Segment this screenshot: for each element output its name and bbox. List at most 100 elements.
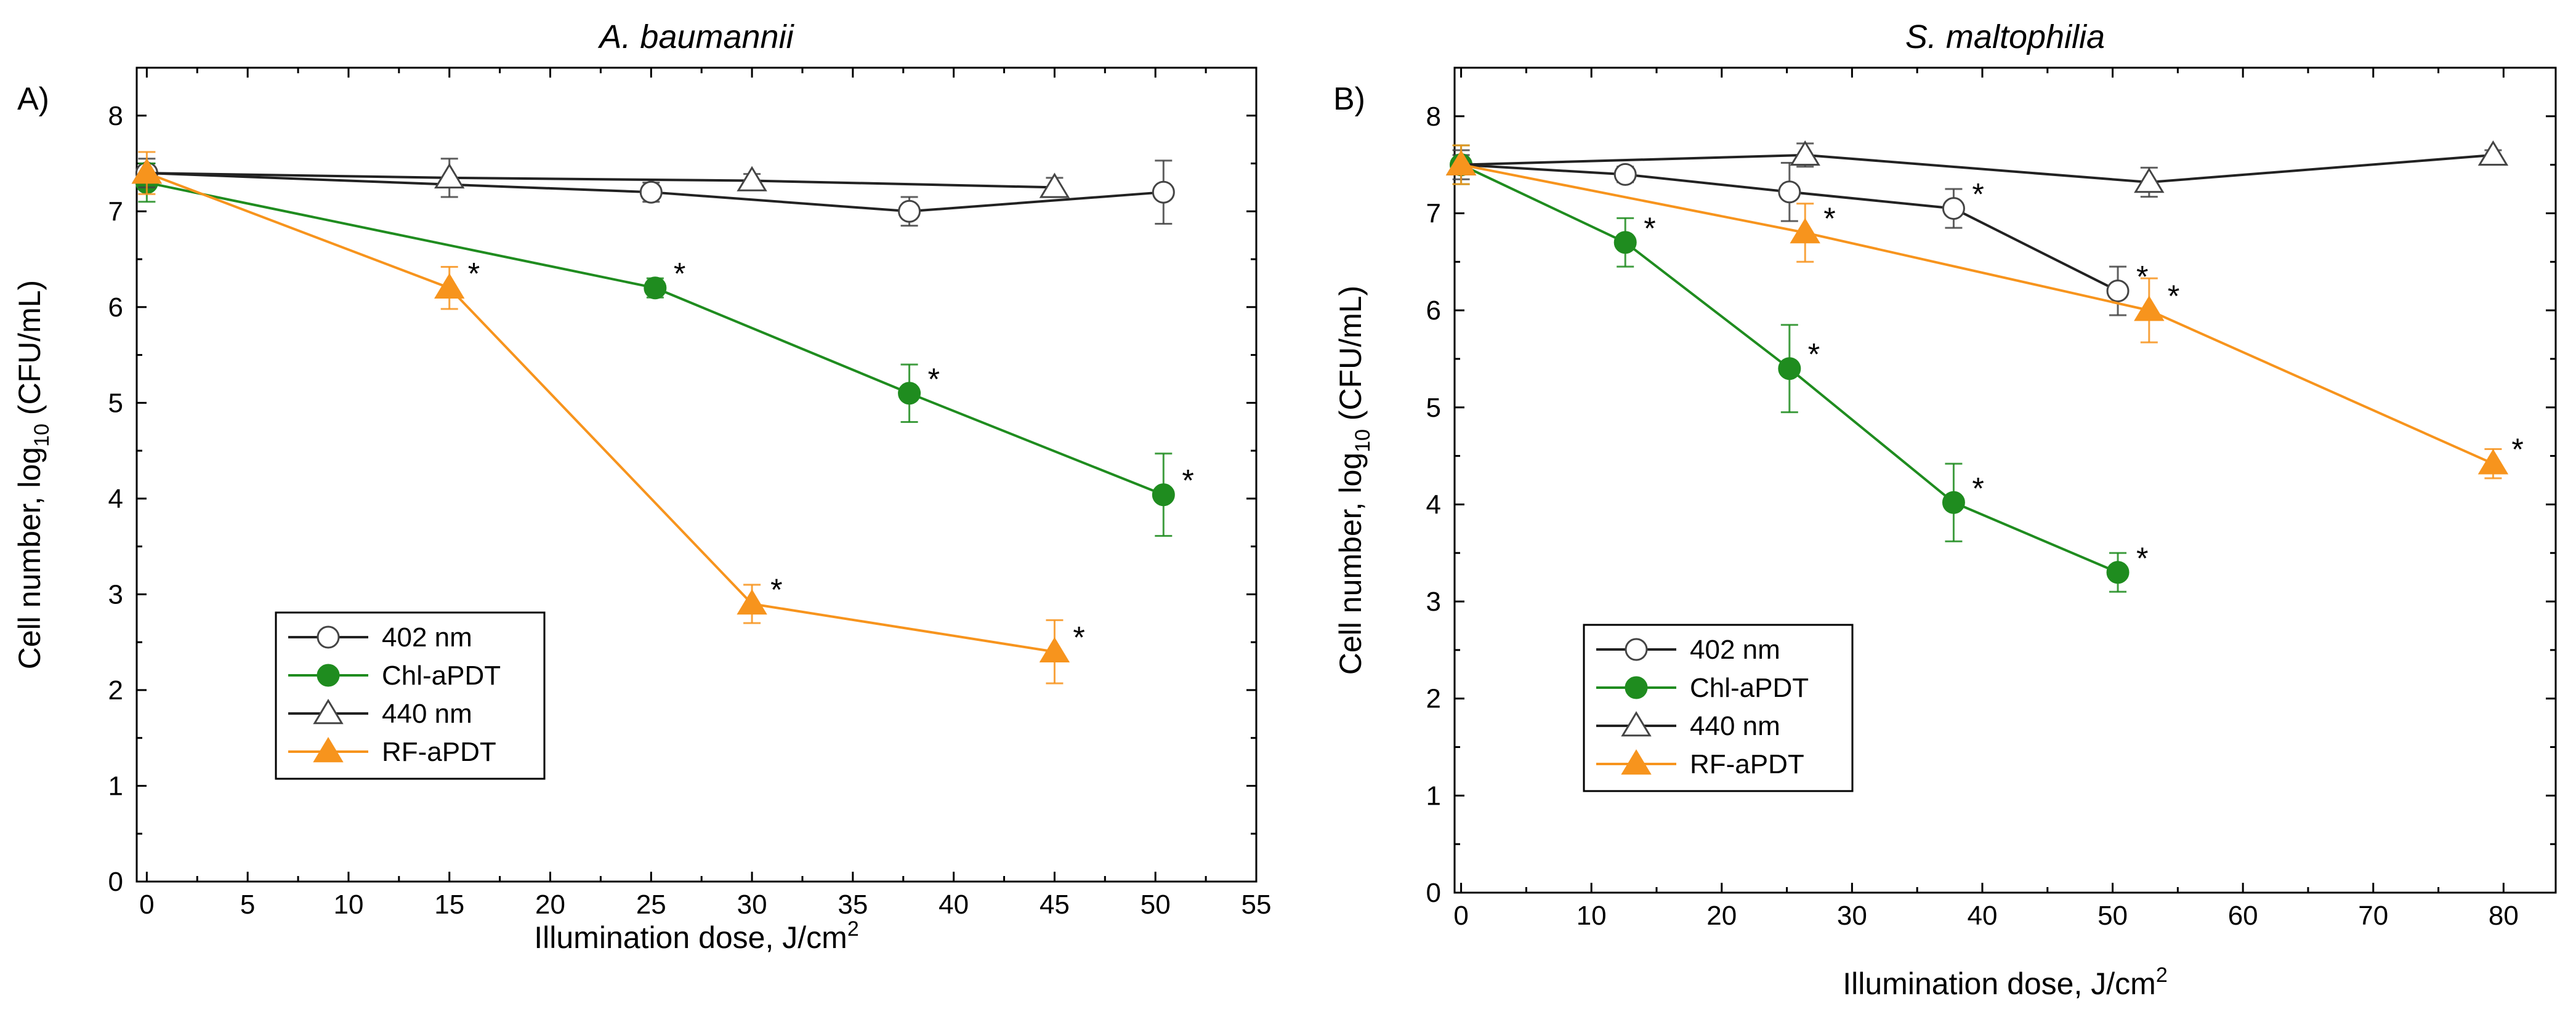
series-chl-apdt: * * * * <box>1450 144 2149 593</box>
data-point <box>434 163 465 189</box>
data-point <box>1613 231 1637 254</box>
data-point <box>131 158 163 184</box>
x-axis-label: Illumination dose, J/cm2 <box>1843 963 2167 1001</box>
y-tick-label: 2 <box>108 675 123 705</box>
series-402-nm <box>135 159 1175 227</box>
x-tick-label: 50 <box>1141 890 1171 920</box>
data-point <box>2134 167 2165 193</box>
y-tick-label: 6 <box>108 292 123 323</box>
data-point <box>1790 140 1820 166</box>
legend-marker <box>313 699 344 725</box>
significance-star: * <box>2511 432 2523 467</box>
plot-frame <box>135 66 1258 883</box>
x-tick-label: 10 <box>333 890 363 920</box>
data-point <box>2106 561 2130 584</box>
x-tick-label: 30 <box>1837 901 1867 931</box>
significance-star: * <box>1808 337 1820 372</box>
series-rf-apdt: * * * <box>1445 144 2524 480</box>
legend: 402 nm Chl-aPDT 440 nm RF-aPDT <box>275 611 546 780</box>
data-point <box>1445 150 1477 175</box>
y-tick-label: 7 <box>1426 198 1441 228</box>
data-point <box>898 199 921 223</box>
data-point <box>2134 295 2165 321</box>
x-tick-label: 0 <box>1453 901 1468 931</box>
y-tick-label: 5 <box>1426 393 1441 423</box>
data-point <box>2106 279 2130 303</box>
significance-star: * <box>468 257 480 291</box>
y-tick-label: 1 <box>1426 781 1441 811</box>
legend-marker <box>1625 676 1648 699</box>
data-point <box>1039 172 1070 198</box>
y-tick-label: 1 <box>108 771 123 801</box>
y-tick-label: 3 <box>1426 587 1441 617</box>
significance-star: * <box>2168 279 2179 313</box>
legend-label: 402 nm <box>382 622 472 653</box>
y-tick-label: 3 <box>108 579 123 609</box>
x-tick-label: 0 <box>139 890 154 920</box>
significance-star: * <box>1972 471 1984 505</box>
x-tick-label: 30 <box>737 890 767 920</box>
significance-star: * <box>2136 260 2148 294</box>
legend-label: RF-aPDT <box>382 737 496 767</box>
significance-star: * <box>1073 621 1084 655</box>
y-axis-label-tail: (CFU/mL) <box>1333 286 1368 429</box>
x-tick-label: 55 <box>1242 890 1272 920</box>
series-rf-apdt: * * * <box>131 151 1085 685</box>
significance-star: * <box>1182 464 1193 498</box>
series-line <box>146 181 1165 496</box>
data-point <box>1152 483 1175 507</box>
y-tick-label: 0 <box>108 867 123 897</box>
panel-b: S. maltophilia B) 0 10 20 30 40 50 60 70 80 0 1 2 3 4 5 6… <box>1333 18 2557 1001</box>
legend-marker <box>317 664 340 687</box>
series-chl-apdt: * * * <box>135 163 1194 537</box>
x-axis-label-sup: 2 <box>847 917 859 941</box>
series-line <box>1461 153 2493 184</box>
data-point <box>1942 491 1965 514</box>
data-point <box>639 180 663 204</box>
y-axis-label-tail: (CFU/mL) <box>12 280 47 424</box>
legend-label: Chl-aPDT <box>382 661 501 691</box>
x-axis-label-sup: 2 <box>2156 963 2168 987</box>
legend-label: 440 nm <box>382 699 472 729</box>
significance-star: * <box>1823 201 1835 236</box>
data-point <box>434 273 465 299</box>
y-axis-label: Cell number, log10 (CFU/mL) <box>1333 286 1375 675</box>
x-tick-label: 15 <box>434 890 464 920</box>
data-point <box>1942 197 1965 220</box>
y-tick-label: 8 <box>108 101 123 131</box>
significance-star: * <box>674 257 685 291</box>
x-tick-label: 20 <box>1706 901 1737 931</box>
data-point <box>2477 449 2509 475</box>
panel-label: A) <box>17 81 49 117</box>
panel-label: B) <box>1333 81 1365 117</box>
y-axis-label-main: Cell number, log <box>12 447 47 669</box>
x-tick-label: 45 <box>1040 890 1070 920</box>
plot-frame <box>1453 66 2557 894</box>
y-tick-label: 4 <box>108 484 123 514</box>
x-axis-label: Illumination dose, J/cm2 <box>534 917 858 955</box>
y-tick-label: 4 <box>1426 489 1441 520</box>
series-line <box>1461 163 2494 465</box>
x-tick-label: 10 <box>1577 901 1607 931</box>
significance-star: * <box>2136 541 2148 576</box>
significance-star: * <box>928 362 940 396</box>
legend: 402 nm Chl-aPDT 440 nm RF-aPDT <box>1583 624 1854 792</box>
y-tick-label: 6 <box>1426 295 1441 326</box>
significance-star: * <box>1972 177 1984 212</box>
data-point <box>1152 180 1175 204</box>
x-tick-label: 40 <box>1967 901 1997 931</box>
x-tick-label: 20 <box>535 890 565 920</box>
x-tick-label: 50 <box>2098 901 2128 931</box>
data-point <box>737 589 767 615</box>
x-tick-label: 40 <box>939 890 969 920</box>
legend-label: Chl-aPDT <box>1690 673 1809 703</box>
data-point <box>1778 180 1801 204</box>
significance-star: * <box>1644 211 1655 246</box>
series-440-nm <box>131 158 1070 198</box>
data-point <box>898 382 921 405</box>
data-point <box>1790 218 1820 244</box>
legend-marker <box>313 737 344 763</box>
y-tick-label: 2 <box>1426 684 1441 714</box>
